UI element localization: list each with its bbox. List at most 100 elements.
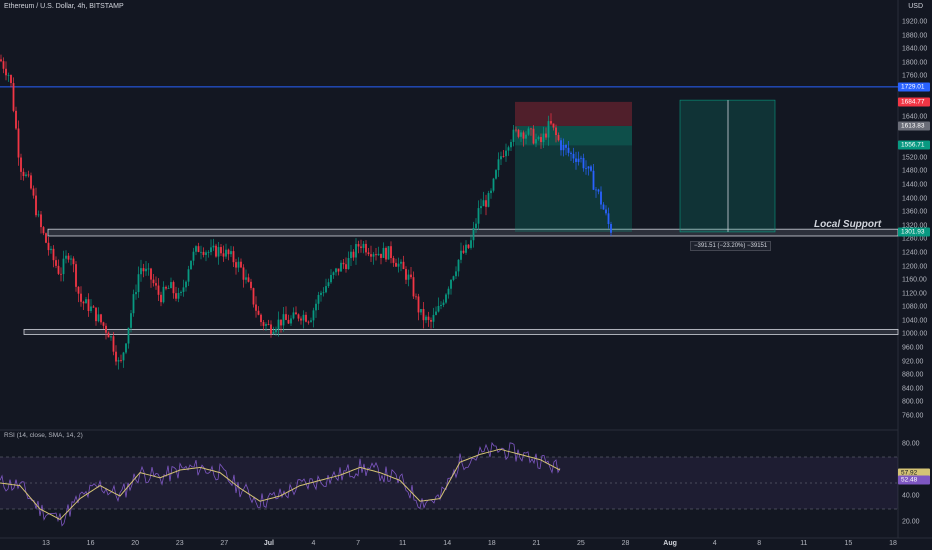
candle-body	[27, 174, 30, 176]
candle-body	[47, 242, 50, 251]
candle-body	[415, 296, 417, 298]
candle-body	[382, 247, 385, 258]
candle-body	[512, 129, 515, 142]
candle-body	[227, 249, 230, 255]
price-tag: 1729.01	[898, 82, 930, 92]
candle-body	[97, 314, 100, 322]
price-axis[interactable]: 1920.00 1880.00 1840.00 1800.00 1760.00 1640.…	[898, 0, 932, 432]
candle-body	[387, 246, 390, 260]
candle-body	[425, 316, 427, 321]
candle-body	[557, 135, 560, 141]
candle-body	[295, 312, 297, 315]
candle-body	[142, 268, 145, 272]
candle-body	[92, 306, 95, 308]
candle-body	[602, 204, 605, 210]
candle-body	[555, 127, 557, 136]
candle-body	[85, 299, 87, 304]
price-tick: 1240.00	[902, 249, 928, 257]
candle-body	[420, 309, 422, 313]
candle-body	[25, 174, 27, 177]
candle-body	[302, 314, 305, 321]
price-tag: 1613.83	[898, 121, 930, 131]
price-tick: 1760.00	[902, 72, 928, 80]
candle-body	[192, 251, 195, 261]
time-tick: Aug	[663, 540, 677, 547]
price-tick: 960.00	[902, 344, 924, 352]
candle-body	[292, 312, 295, 319]
candle-body	[400, 261, 402, 264]
candle-body	[392, 258, 395, 263]
time-tick: Jul	[263, 540, 274, 547]
candle-body	[462, 250, 465, 253]
candle-body	[2, 61, 5, 69]
candle-body	[132, 294, 135, 314]
candle-body	[592, 170, 595, 190]
candle-body	[447, 288, 450, 295]
candle-body	[45, 233, 47, 243]
candle-body	[540, 137, 542, 143]
candle-body	[235, 262, 237, 268]
candle-body	[120, 360, 122, 361]
candle-body	[80, 293, 82, 302]
candle-body	[572, 153, 575, 159]
time-tick: 8	[757, 540, 762, 547]
candle-body	[522, 132, 525, 139]
time-tick: 4	[311, 540, 316, 547]
candle-body	[417, 296, 420, 313]
candle-body	[285, 314, 287, 320]
rsi-value-tag: 57.92	[898, 468, 930, 478]
price-tick: 840.00	[902, 385, 924, 393]
candle-body	[117, 360, 120, 362]
price-tick: 1640.00	[902, 113, 928, 121]
candle-body	[167, 288, 170, 289]
candle-body	[427, 316, 430, 320]
candle-body	[205, 252, 207, 255]
candle-body	[70, 258, 72, 260]
candle-body	[477, 208, 480, 224]
candle-body	[100, 314, 102, 323]
time-axis[interactable]: 13 16 20 23 27 Jul 4 7 11 14 18 21 25 28 Aug 4 8 11 15 18	[0, 538, 898, 550]
candle-body	[472, 227, 475, 241]
candle-body	[362, 243, 365, 248]
candle-body	[320, 292, 322, 295]
candle-body	[500, 156, 502, 160]
candle-body	[130, 313, 132, 328]
candle-body	[102, 322, 105, 326]
candle-body	[52, 248, 55, 261]
rsi-value-tag: 52.48	[898, 475, 930, 485]
price-tick: 1080.00	[902, 303, 928, 311]
price-tick: 1280.00	[902, 235, 928, 243]
symbol-title[interactable]: Ethereum / U.S. Dollar, 4h, BITSTAMP	[4, 3, 124, 10]
candle-body	[452, 276, 455, 280]
candle-body	[492, 178, 495, 191]
candle-body	[230, 251, 232, 255]
lower-support-zone	[23, 328, 899, 335]
candle-body	[547, 121, 550, 138]
candle-body	[495, 170, 497, 179]
candle-body	[32, 188, 35, 196]
rsi-axis[interactable]: 80.00 40.00 20.00 57.92 52.48	[898, 432, 932, 538]
candle-body	[442, 302, 445, 306]
candle-body	[262, 322, 265, 326]
candle-body	[407, 274, 410, 280]
candle-body	[445, 294, 447, 303]
candle-body	[322, 292, 325, 294]
candle-body	[237, 261, 240, 268]
candle-body	[475, 223, 477, 228]
price-tag: 1556.71	[898, 140, 930, 150]
candle-body	[170, 282, 172, 289]
time-tick: 11	[398, 540, 407, 547]
candle-body	[437, 305, 440, 312]
candle-body	[197, 246, 200, 252]
candle-body	[502, 156, 505, 158]
rsi-sma-line	[0, 448, 561, 521]
candle-body	[542, 133, 545, 143]
time-tick: 7	[356, 540, 360, 547]
candle-body	[550, 121, 552, 124]
candle-body	[122, 352, 125, 361]
rsi-indicator-label[interactable]: RSI (14, close, SMA, 14, 2)	[4, 432, 83, 439]
candle-body	[152, 279, 155, 284]
candle-body	[260, 314, 262, 323]
